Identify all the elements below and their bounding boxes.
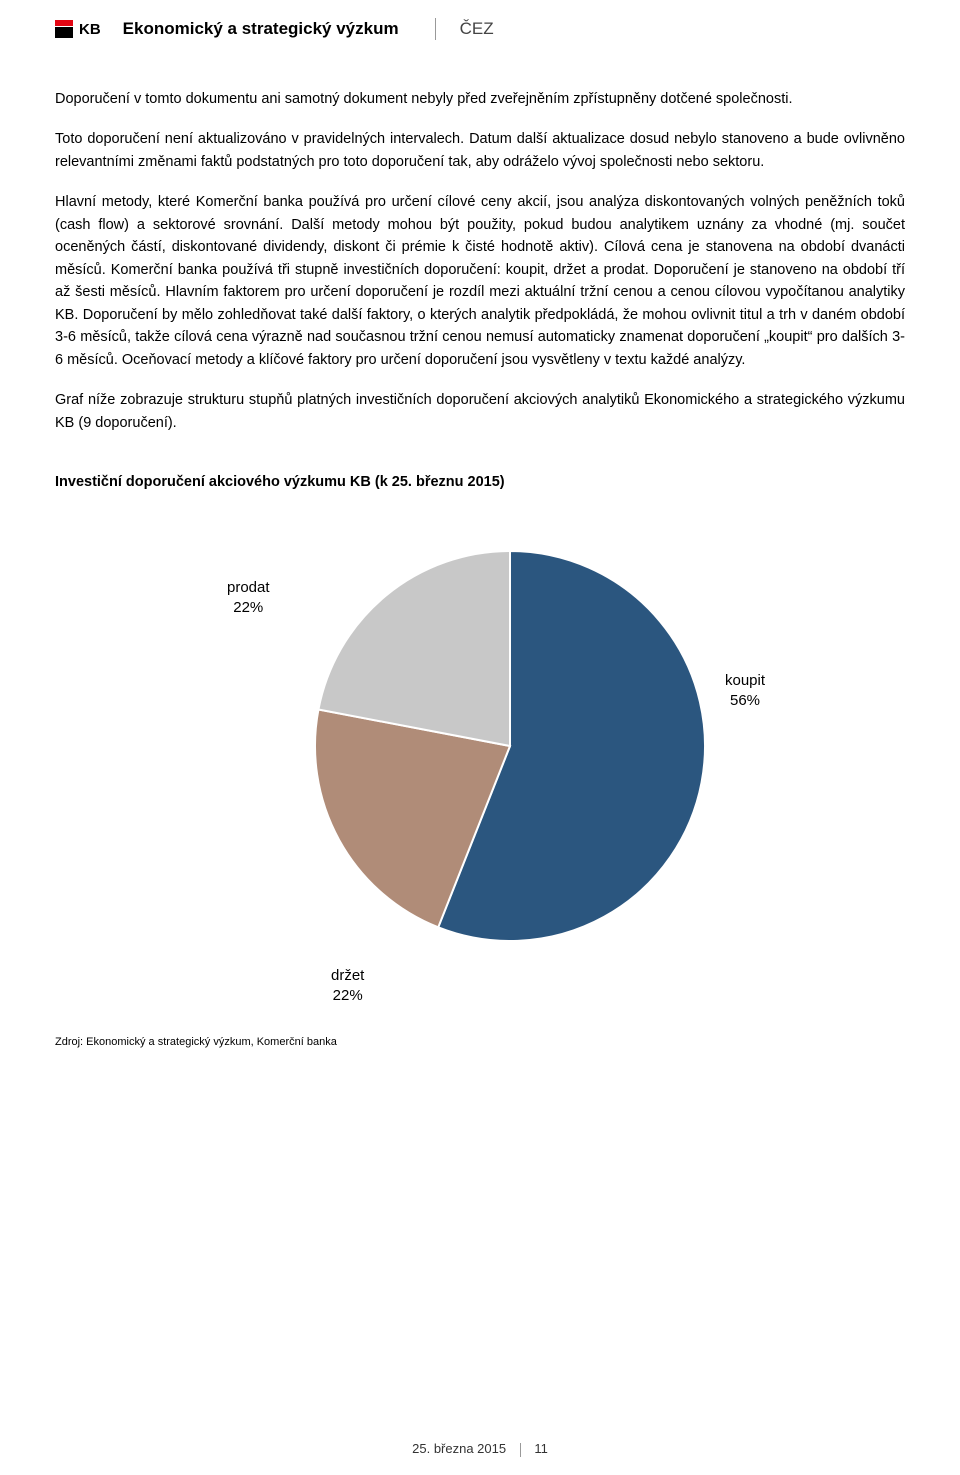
page-header: KB Ekonomický a strategický výzkum ČEZ xyxy=(55,18,905,40)
paragraph-3: Hlavní metody, které Komerční banka použ… xyxy=(55,191,905,371)
kb-logo: KB xyxy=(55,20,101,38)
kb-logo-mark xyxy=(55,20,73,38)
chart-title: Investiční doporučení akciového výzkumu … xyxy=(55,474,905,490)
pie-label-drzet-pct: 22% xyxy=(333,987,363,1004)
pie-svg xyxy=(315,551,705,941)
pie-label-prodat: prodat 22% xyxy=(227,578,270,617)
footer-page: 11 xyxy=(534,1441,548,1456)
pie-label-drzet-name: držet xyxy=(331,967,364,984)
pie-label-koupit-name: koupit xyxy=(725,672,765,689)
paragraph-4: Graf níže zobrazuje strukturu stupňů pla… xyxy=(55,389,905,434)
pie-label-koupit-pct: 56% xyxy=(730,692,760,709)
kb-logo-text: KB xyxy=(79,21,101,38)
pie-chart: koupit 56% držet 22% prodat 22% xyxy=(55,506,905,1026)
pie-label-drzet: držet 22% xyxy=(331,966,364,1005)
chart-source: Zdroj: Ekonomický a strategický výzkum, … xyxy=(55,1036,905,1048)
department-title: Ekonomický a strategický výzkum xyxy=(123,19,399,39)
page-footer: 25. března 2015 11 xyxy=(0,1441,960,1457)
footer-divider xyxy=(520,1443,521,1457)
footer-date: 25. března 2015 xyxy=(412,1441,506,1456)
paragraph-1: Doporučení v tomto dokumentu ani samotný… xyxy=(55,88,905,110)
ticker-label: ČEZ xyxy=(460,19,494,39)
pie-label-prodat-name: prodat xyxy=(227,579,270,596)
pie-label-koupit: koupit 56% xyxy=(725,671,765,710)
paragraph-2: Toto doporučení není aktualizováno v pra… xyxy=(55,128,905,173)
pie-label-prodat-pct: 22% xyxy=(233,599,263,616)
header-divider xyxy=(435,18,436,40)
